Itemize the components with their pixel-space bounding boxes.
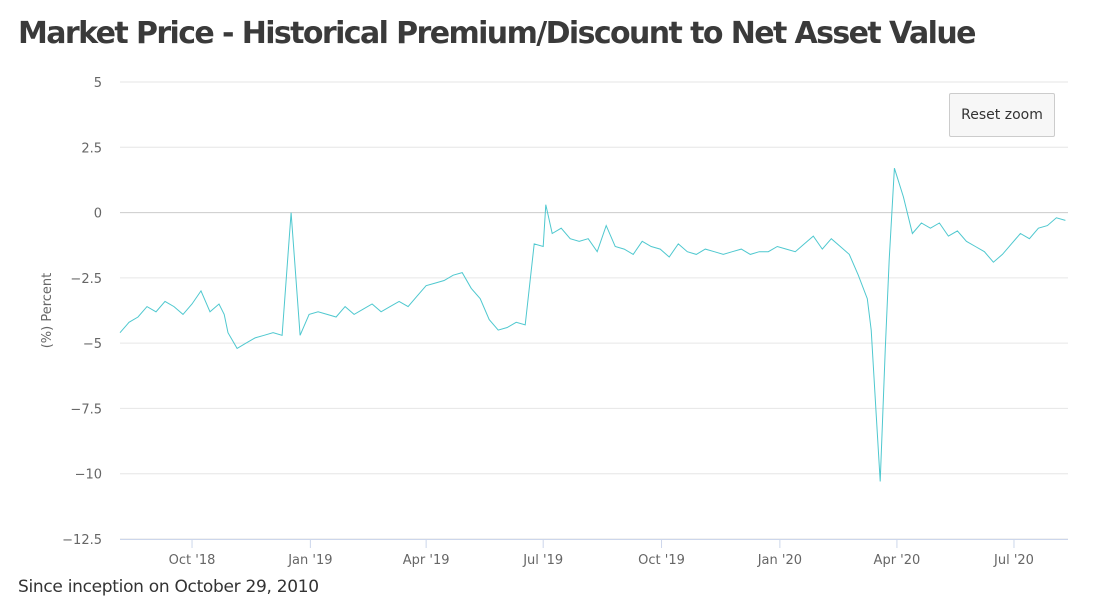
y-tick-label: −10 — [75, 468, 102, 483]
y-tick-label: 2.5 — [81, 141, 102, 156]
reset-zoom-button[interactable]: Reset zoom — [949, 93, 1055, 137]
y-gridlines — [120, 81, 1068, 540]
y-tick-label: −12.5 — [62, 533, 102, 548]
x-tick-label: Oct '18 — [169, 553, 216, 568]
y-tick-label: −2.5 — [70, 272, 102, 287]
x-tick-label: Apr '19 — [403, 553, 450, 568]
y-tick-label: 5 — [94, 76, 102, 91]
x-axis-ticks: Oct '18 Jan '19 Apr '19 Jul '19 Oct '19 Jan '… — [169, 539, 1034, 568]
x-tick-label: Apr '20 — [874, 553, 921, 568]
y-tick-label: −7.5 — [70, 402, 102, 417]
y-tick-label: −5 — [83, 337, 102, 352]
y-axis-label: (%) Percent — [40, 273, 55, 349]
footnote: Since inception on October 29, 2010 — [18, 577, 319, 597]
series-line[interactable] — [119, 168, 1066, 482]
x-tick-label: Jan '20 — [757, 553, 802, 568]
x-tick-label: Jul '19 — [522, 553, 563, 568]
x-tick-label: Jan '19 — [287, 553, 332, 568]
x-tick-label: Jul '20 — [993, 553, 1034, 568]
chart-title: Market Price - Historical Premium/Discou… — [18, 16, 976, 51]
y-tick-label: 0 — [94, 207, 102, 222]
y-axis-tick-labels: 5 2.5 0 −2.5 −5 −7.5 −10 −12.5 — [62, 76, 102, 548]
x-tick-label: Oct '19 — [638, 553, 685, 568]
